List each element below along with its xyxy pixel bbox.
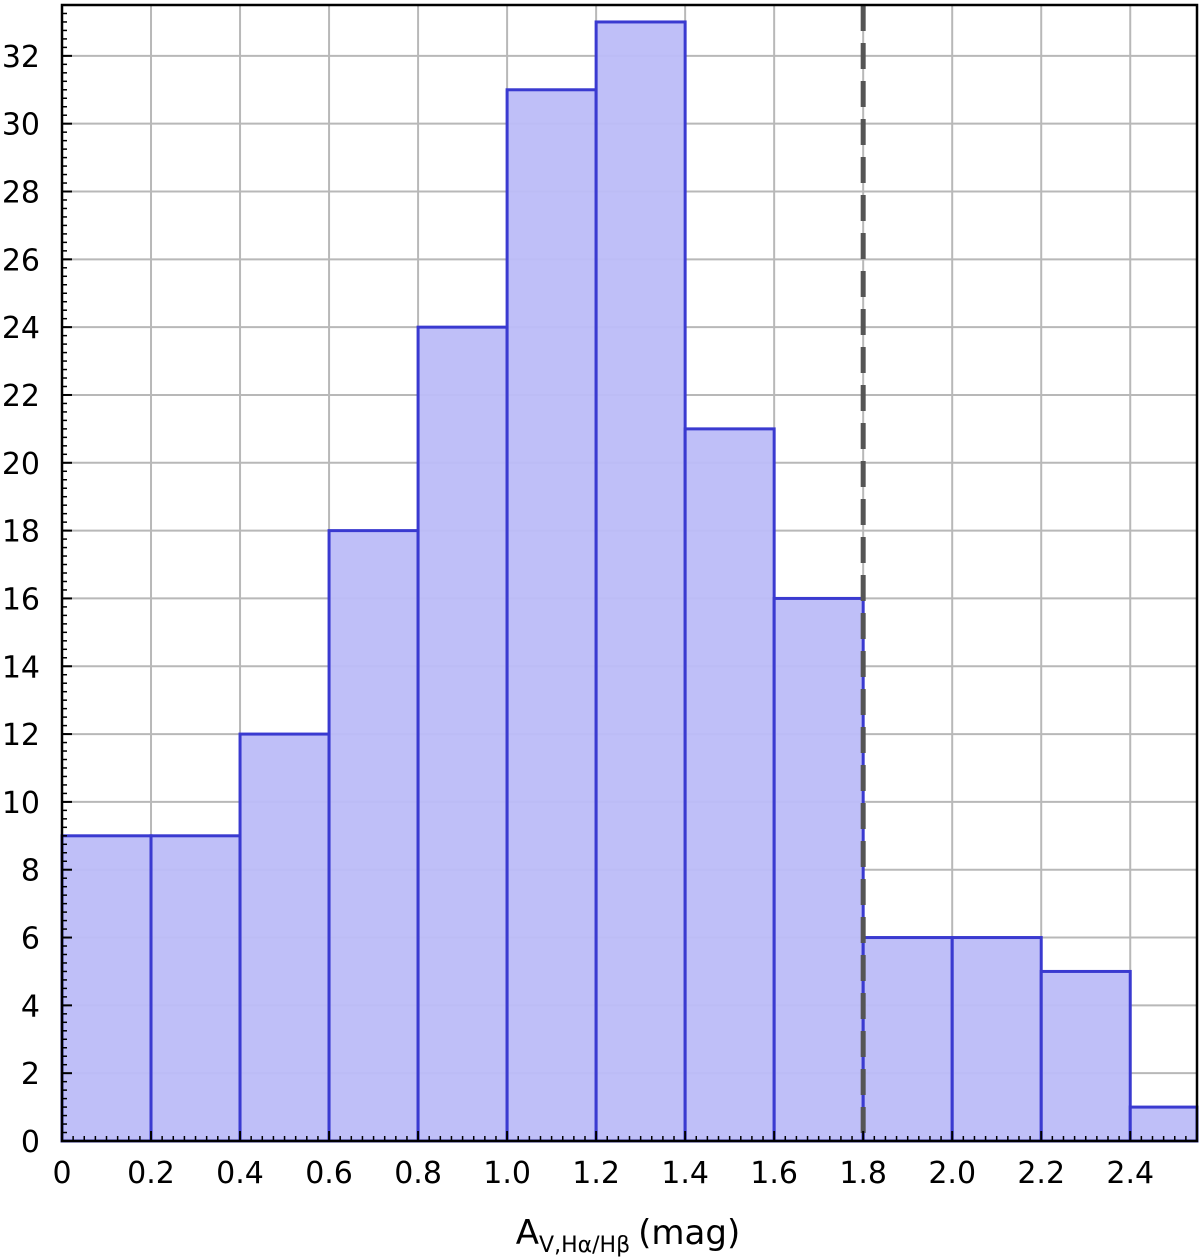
x-tick-labels: 0 0.2 0.4 0.6 0.8 1.0 1.2 1.4 1.6 1.8 2.0 2.2 2.4 (52, 1156, 1154, 1191)
histogram-bars (60, 20, 1199, 1143)
x-tick-label: 0.8 (394, 1156, 442, 1191)
y-tick-label: 16 (2, 582, 40, 617)
x-tick-label: 2.4 (1106, 1156, 1154, 1191)
x-tick-label: 2.0 (928, 1156, 976, 1191)
histogram-bar (416, 325, 509, 1143)
y-tick-label: 26 (2, 243, 40, 278)
x-tick-label: 1.4 (661, 1156, 709, 1191)
y-tick-label: 20 (2, 447, 40, 482)
y-tick-label: 28 (2, 176, 40, 211)
x-tick-label: 1.8 (839, 1156, 887, 1191)
histogram-bar (683, 427, 776, 1143)
y-tick-label: 32 (2, 40, 40, 75)
y-tick-label: 24 (2, 311, 40, 346)
x-axis-label: AV,Hα/Hβ (mag) (516, 1213, 740, 1258)
y-tick-label: 6 (21, 922, 40, 957)
y-tick-label: 2 (21, 1057, 40, 1092)
x-axis-label-main: A (516, 1213, 539, 1253)
histogram-bar (594, 20, 687, 1143)
histogram-bar (60, 834, 153, 1143)
x-tick-label: 0.6 (305, 1156, 353, 1191)
histogram-bar (505, 88, 598, 1143)
y-tick-label: 18 (2, 515, 40, 550)
histogram-bar (1128, 1105, 1199, 1143)
y-tick-label: 22 (2, 379, 40, 414)
axes (60, 3, 1199, 1143)
x-tick-label: 1.0 (483, 1156, 531, 1191)
y-tick-label: 8 (21, 854, 40, 889)
x-tick-label: 0.4 (216, 1156, 264, 1191)
y-tick-label: 30 (2, 108, 40, 143)
histogram-bar (950, 936, 1043, 1143)
x-tick-label: 1.2 (572, 1156, 620, 1191)
x-axis-label-subscript: V,Hα/Hβ (539, 1233, 630, 1258)
x-tick-label: 0 (52, 1156, 71, 1191)
y-tick-label: 10 (2, 786, 40, 821)
x-tick-label: 2.2 (1017, 1156, 1065, 1191)
y-tick-label: 4 (21, 989, 40, 1024)
x-tick-label: 0.2 (127, 1156, 175, 1191)
histogram-bar (327, 529, 420, 1143)
y-tick-label: 12 (2, 718, 40, 753)
histogram-bar (1039, 969, 1132, 1143)
histogram-bar (861, 936, 954, 1143)
y-tick-label: 14 (2, 650, 40, 685)
histogram-bar (238, 732, 331, 1143)
x-tick-label: 1.6 (750, 1156, 798, 1191)
y-tick-label: 0 (21, 1125, 40, 1160)
x-axis-label-unit: (mag) (638, 1213, 740, 1253)
histogram-bar (772, 596, 865, 1143)
histogram-bar (149, 834, 242, 1143)
